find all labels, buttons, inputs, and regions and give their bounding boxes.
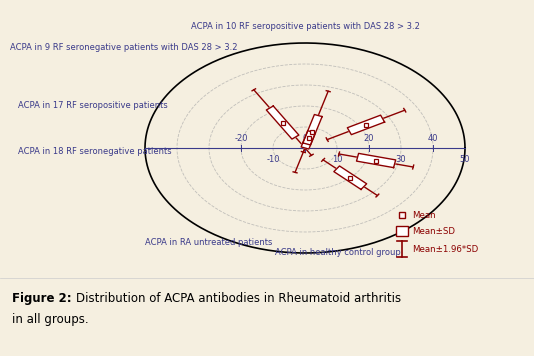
Text: ACPA in 10 RF seropositive patients with DAS 28 > 3.2: ACPA in 10 RF seropositive patients with… <box>191 22 419 31</box>
Text: ACPA in healthy control group: ACPA in healthy control group <box>275 248 400 257</box>
Text: Mean±SD: Mean±SD <box>412 226 455 236</box>
Polygon shape <box>347 115 384 135</box>
Polygon shape <box>301 115 322 149</box>
Text: 20: 20 <box>364 134 374 143</box>
Text: in all groups.: in all groups. <box>12 313 89 326</box>
Bar <box>0 278 534 356</box>
Text: 50: 50 <box>460 155 470 164</box>
Text: ACPA in 17 RF seropositive patients: ACPA in 17 RF seropositive patients <box>18 100 168 110</box>
Text: -10: -10 <box>266 155 280 164</box>
Polygon shape <box>357 153 396 168</box>
Polygon shape <box>334 166 367 189</box>
Text: Distribution of ACPA antibodies in Rheumatoid arthritis: Distribution of ACPA antibodies in Rheum… <box>76 292 401 305</box>
Text: 40: 40 <box>428 134 438 143</box>
Text: Mean: Mean <box>412 210 436 220</box>
Text: 10: 10 <box>332 155 342 164</box>
Text: -20: -20 <box>234 134 248 143</box>
Text: Mean±1.96*SD: Mean±1.96*SD <box>412 245 478 253</box>
Text: ACPA in 18 RF seronegative patients: ACPA in 18 RF seronegative patients <box>18 147 171 157</box>
Text: 30: 30 <box>396 155 406 164</box>
Polygon shape <box>303 131 316 145</box>
Text: ACPA in RA untreated patients: ACPA in RA untreated patients <box>145 238 272 247</box>
Text: Figure 2:: Figure 2: <box>12 292 72 305</box>
Text: ACPA in 9 RF seronegative patients with DAS 28 > 3.2: ACPA in 9 RF seronegative patients with … <box>10 43 238 52</box>
Bar <box>396 226 408 236</box>
Polygon shape <box>266 106 299 139</box>
Text: 0: 0 <box>302 134 308 143</box>
